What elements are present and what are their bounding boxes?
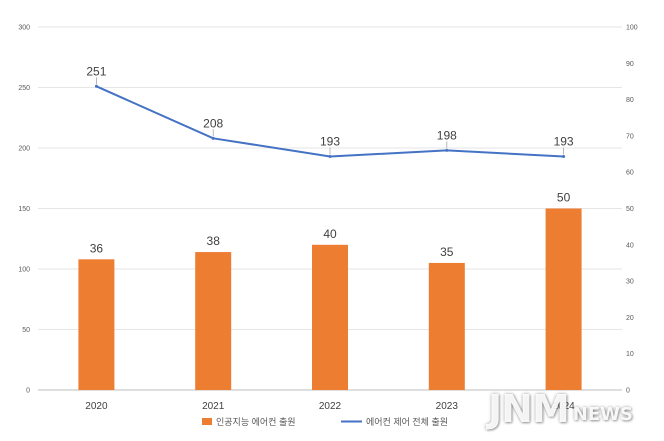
- right-tick-label: 40: [626, 242, 634, 249]
- right-tick-label: 90: [626, 61, 634, 68]
- right-tick-label: 50: [626, 206, 634, 213]
- x-tick-label: 2022: [319, 401, 342, 412]
- left-tick-label: 0: [26, 388, 30, 395]
- x-axis: 2020 2021 2022 2023 2024: [85, 401, 575, 412]
- right-tick-label: 30: [626, 279, 634, 286]
- line-point: [328, 154, 332, 158]
- bar-data-label: 40: [323, 227, 337, 241]
- line-point: [211, 136, 215, 140]
- legend-bar-label: 인공지능 에어컨 출원: [216, 417, 296, 427]
- legend: 인공지능 에어컨 출원 에어컨 제어 전체 출원: [202, 417, 448, 427]
- right-tick-label: 20: [626, 315, 634, 322]
- left-tick-label: 250: [18, 85, 30, 92]
- right-tick-label: 100: [626, 25, 638, 32]
- left-tick-label: 150: [18, 206, 30, 213]
- right-tick-label: 70: [626, 133, 634, 140]
- line-data-label: 193: [320, 134, 340, 148]
- right-tick-label: 10: [626, 351, 634, 358]
- line-point: [94, 84, 98, 88]
- bar: [428, 262, 465, 390]
- bar-series: 36 38 40 35 50: [78, 191, 582, 390]
- left-tick-label: 50: [22, 327, 30, 334]
- line-data-label: 208: [203, 116, 223, 130]
- line-data-label: 251: [86, 64, 106, 78]
- left-tick-label: 200: [18, 146, 30, 153]
- x-tick-label: 2023: [436, 401, 459, 412]
- legend-line-label: 에어컨 제어 전체 출원: [366, 417, 448, 427]
- line-point: [562, 154, 566, 158]
- bar: [312, 244, 348, 390]
- bar: [78, 259, 115, 390]
- bar-data-label: 38: [207, 234, 221, 248]
- x-tick-label: 2021: [202, 401, 225, 412]
- legend-bar-swatch: [202, 418, 212, 425]
- x-tick-label: 2024: [552, 401, 575, 412]
- right-tick-label: 80: [626, 97, 634, 104]
- right-tick-label: 0: [626, 388, 630, 395]
- left-tick-label: 100: [18, 267, 30, 274]
- line-point: [445, 148, 449, 152]
- left-tick-label: 300: [18, 25, 30, 32]
- bar-data-label: 36: [90, 241, 104, 255]
- right-tick-label: 60: [626, 170, 634, 177]
- line-series: 251 208 193 198 193: [86, 64, 574, 158]
- right-axis: 0 10 20 30 40 50 60 70 80 90 100: [626, 25, 638, 395]
- x-tick-label: 2020: [85, 401, 108, 412]
- bar: [545, 208, 582, 390]
- bar-data-label: 35: [440, 245, 454, 259]
- bar-data-label: 50: [557, 191, 571, 205]
- line-data-label: 198: [437, 128, 457, 142]
- bar: [195, 252, 232, 390]
- left-axis: 0 50 100 150 200 250 300: [18, 25, 30, 395]
- line-data-label: 193: [554, 134, 574, 148]
